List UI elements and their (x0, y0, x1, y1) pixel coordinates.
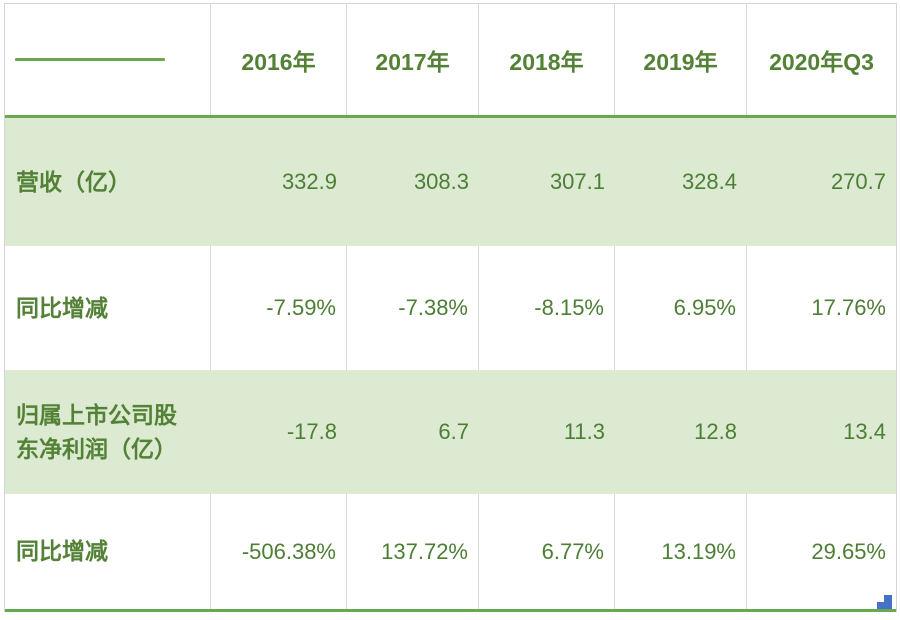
financial-table: 2016年 2017年 2018年 2019年 2020年Q3 营收（亿） 33… (4, 3, 897, 612)
table-bottom-rule (5, 609, 896, 612)
header-cell-2016: 2016年 (211, 4, 347, 115)
value-cell: -17.8 (286, 419, 337, 444)
value-cell: 6.77% (479, 494, 615, 609)
value-cell: -7.38% (347, 246, 479, 370)
row-label: 同比增减 (5, 246, 211, 370)
value-cell: -7.59% (211, 246, 347, 370)
table-row-net-profit: 归属上市公司股 东净利润（亿） -17.8 6.7 11.3 12.8 13.4 (5, 370, 896, 494)
table-row-net-profit-yoy: 同比增减 -506.38% 137.72% 6.77% 13.19% 29.65… (5, 494, 896, 609)
table-row-revenue-yoy: 同比增减 -7.59% -7.38% -8.15% 6.95% 17.76% (5, 246, 896, 370)
value-cell: 307.1 (549, 169, 605, 194)
header-cell-2017: 2017年 (347, 4, 479, 115)
header-cell-corner (5, 4, 211, 115)
header-cell-2018: 2018年 (479, 4, 615, 115)
value-cell: -8.15% (479, 246, 615, 370)
value-cell: 13.4 (843, 419, 886, 444)
row-label: 营收（亿） (16, 168, 131, 195)
value-cell: 17.76% (811, 295, 886, 320)
value-cell: 13.19% (615, 494, 747, 609)
value-cell: 6.95% (615, 246, 747, 370)
value-cell: -506.38% (211, 494, 347, 609)
corner-dash-line (15, 58, 165, 61)
value-cell: 332.9 (281, 169, 337, 194)
value-cell: 6.7 (438, 419, 469, 444)
value-cell: 137.72% (347, 494, 479, 609)
table-row-revenue: 营收（亿） 332.9 308.3 307.1 328.4 270.7 (5, 115, 896, 246)
header-cell-2020q3: 2020年Q3 (769, 48, 874, 75)
header-row: 2016年 2017年 2018年 2019年 2020年Q3 (5, 4, 896, 115)
value-cell: 29.65% (811, 538, 886, 564)
value-cell: 270.7 (830, 169, 886, 194)
header-cell-2019: 2019年 (615, 4, 747, 115)
value-cell: 11.3 (563, 419, 605, 444)
row-label: 归属上市公司股 东净利润（亿） (16, 401, 177, 463)
fill-handle-icon[interactable] (877, 595, 892, 609)
row-label: 同比增减 (5, 494, 211, 609)
value-cell: 12.8 (694, 419, 737, 444)
value-cell: 328.4 (681, 169, 737, 194)
value-cell: 308.3 (413, 169, 469, 194)
